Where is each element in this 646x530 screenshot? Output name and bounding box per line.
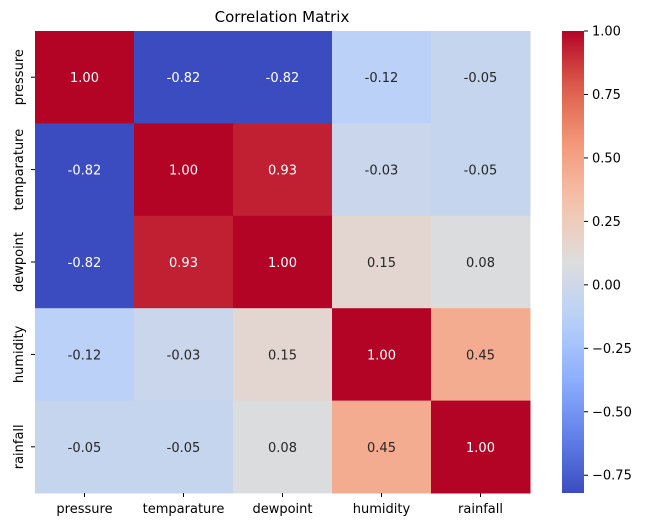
heatmap-cell [134,308,234,402]
cell-annotation: -0.82 [266,71,300,86]
cell-annotation: -0.03 [167,348,201,363]
heatmap-cell [431,123,531,217]
heatmap-cell [35,308,135,402]
x-tick-label: humidity [353,502,411,517]
heatmap-cell [35,215,135,309]
heatmap-cell [35,31,135,124]
colorbar-tick-label: −0.75 [592,469,632,484]
heatmap-cell [332,400,432,494]
heatmap-cell [233,215,333,309]
colorbar-tick-label: 0.75 [592,88,621,103]
heatmap-cells [35,31,531,494]
y-tick-label: temparature [12,129,27,211]
cell-annotation: 1.00 [268,256,297,271]
x-tick-label: pressure [56,502,112,517]
y-axis: pressure temparature dewpoint humidity rainf… [12,49,35,469]
heatmap-cell [233,31,333,124]
y-tick-label: rainfall [12,424,27,469]
cell-annotation: -0.82 [68,164,102,179]
y-tick-label: humidity [12,325,27,383]
cell-annotation: 0.08 [466,256,495,271]
colorbar-tick-label: 0.25 [592,215,621,230]
cell-annotation: 0.15 [268,348,297,363]
cell-annotation: 0.45 [367,441,396,456]
cell-annotation: 1.00 [70,71,99,86]
x-axis: pressure temparature dewpoint humidity rainf… [56,493,503,517]
heatmap-cell [134,31,234,124]
colorbar: 1.00 0.75 0.50 0.25 0.00 −0.25 −0.50 −0.75 [562,25,632,493]
cell-annotation: -0.05 [68,441,102,456]
heatmap-cell [35,123,135,217]
heatmap-cell [431,400,531,494]
cell-annotation: -0.12 [365,71,399,86]
heatmap-cell [431,215,531,309]
cell-annotation: -0.82 [167,71,201,86]
colorbar-tick-label: 1.00 [592,25,621,40]
colorbar-tick-label: −0.50 [592,405,632,420]
heatmap-cell [431,308,531,402]
heatmap-cell [134,123,234,217]
cell-annotation: -0.05 [464,164,498,179]
cell-annotation: 1.00 [169,164,198,179]
cell-annotation: 0.15 [367,256,396,271]
heatmap-cell [431,31,531,124]
heatmap-cell [35,400,135,494]
cell-annotation: 1.00 [367,348,396,363]
heatmap-cell [332,308,432,402]
heatmap-annotations: 1.00 -0.82 -0.82 -0.12 -0.05 -0.82 1.00 0.93 -0.… [68,71,498,456]
heatmap-cell [134,400,234,494]
heatmap-cell [233,400,333,494]
y-tick-label: pressure [12,49,27,105]
heatmap-cell [233,308,333,402]
x-tick-label: temparature [143,502,225,517]
heatmap-cell [233,123,333,217]
colorbar-tick-label: 0.50 [592,151,621,166]
cell-annotation: -0.12 [68,348,102,363]
cell-annotation: 1.00 [466,441,495,456]
cell-annotation: -0.03 [365,164,399,179]
x-tick-label: dewpoint [252,502,312,517]
heatmap-cell [332,215,432,309]
x-tick-label: rainfall [458,502,503,517]
colorbar-tick-label: −0.25 [592,342,632,357]
heatmap-cell [332,123,432,217]
colorbar-bar [562,31,584,493]
y-tick-label: dewpoint [12,232,27,292]
cell-annotation: 0.08 [268,441,297,456]
chart-title: Correlation Matrix [215,8,350,26]
cell-annotation: 0.93 [169,256,198,271]
cell-annotation: -0.05 [464,71,498,86]
heatmap-cell [134,215,234,309]
colorbar-tick-label: 0.00 [592,278,621,293]
cell-annotation: 0.45 [466,348,495,363]
cell-annotation: -0.82 [68,256,102,271]
cell-annotation: -0.05 [167,441,201,456]
cell-annotation: 0.93 [268,164,297,179]
heatmap-cell [332,31,432,124]
